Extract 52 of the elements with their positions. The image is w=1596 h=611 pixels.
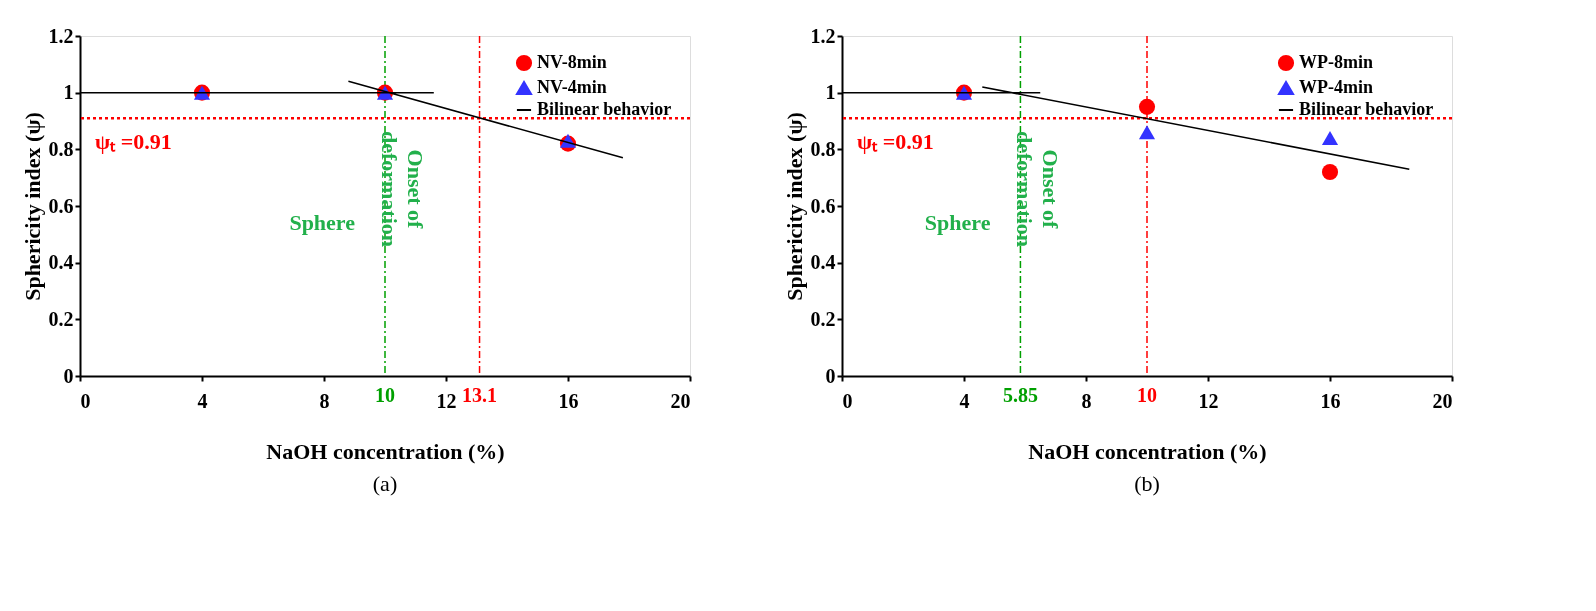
y-tick-label: 1 — [63, 81, 74, 104]
y-tick-label: 0.6 — [48, 194, 74, 217]
ref-line-label: 5.85 — [1002, 384, 1038, 406]
x-axis-title: NaOH concentration (%) — [266, 438, 505, 464]
point — [1138, 98, 1156, 115]
ref-line-label: ψₜ =0.91 — [95, 129, 172, 155]
y-tick-label: 0.4 — [48, 251, 74, 274]
y-tick-label: 0.2 — [810, 307, 836, 330]
annotation: Onset of deformation — [1012, 130, 1064, 248]
annotation: Sphere — [924, 210, 991, 235]
y-tick-label: 0 — [63, 364, 74, 387]
y-tick-label: 0 — [825, 364, 836, 387]
y-tick-label: 0.4 — [810, 251, 836, 274]
legend-label: WP-8min — [1299, 52, 1373, 72]
legend-label: Bilinear behavior — [1299, 99, 1434, 119]
x-tick-label: 12 — [1198, 389, 1219, 412]
x-tick-label: 8 — [1081, 389, 1092, 412]
x-tick-label: 20 — [670, 389, 691, 412]
x-tick-label: 16 — [558, 389, 579, 412]
text: (a) — [372, 471, 398, 496]
y-tick-label: 0.8 — [48, 137, 74, 160]
x-tick-label: 0 — [80, 389, 91, 412]
legend-label: Bilinear behavior — [537, 99, 672, 119]
y-axis-title: Sphericity index (ψ) — [781, 112, 807, 301]
x-tick-label: 16 — [1320, 389, 1341, 412]
y-tick-label: 1 — [825, 81, 836, 104]
annotation: Onset of deformation — [377, 130, 428, 248]
text: (b) — [1134, 471, 1160, 496]
annotation: Sphere — [289, 210, 356, 235]
y-tick-label: 0.2 — [48, 307, 74, 330]
ref-line-label: 13.1 — [462, 384, 498, 406]
ref-line-label: 10 — [375, 384, 395, 406]
ref-line-label: ψₜ =0.91 — [857, 129, 934, 155]
ref-line-label: 10 — [1137, 384, 1157, 406]
y-axis-title: Sphericity index (ψ) — [19, 112, 45, 301]
x-tick-label: 4 — [197, 389, 208, 412]
point — [1138, 125, 1156, 140]
point — [1321, 163, 1339, 181]
x-tick-label: 20 — [1432, 389, 1453, 412]
legend-label: NV-4min — [537, 77, 607, 97]
x-tick-label: 8 — [319, 389, 330, 412]
x-tick-label: 4 — [959, 389, 970, 412]
x-tick-label: 0 — [842, 389, 853, 412]
y-tick-label: 1.2 — [48, 24, 74, 47]
y-tick-label: 0.6 — [810, 194, 836, 217]
legend-label: WP-4min — [1299, 77, 1373, 97]
x-axis-title: NaOH concentration (%) — [1028, 438, 1267, 464]
legend-label: NV-8min — [537, 52, 607, 72]
y-tick-label: 1.2 — [810, 24, 836, 47]
point — [1321, 131, 1339, 145]
y-tick-label: 0.8 — [810, 137, 836, 160]
x-tick-label: 12 — [436, 389, 457, 412]
